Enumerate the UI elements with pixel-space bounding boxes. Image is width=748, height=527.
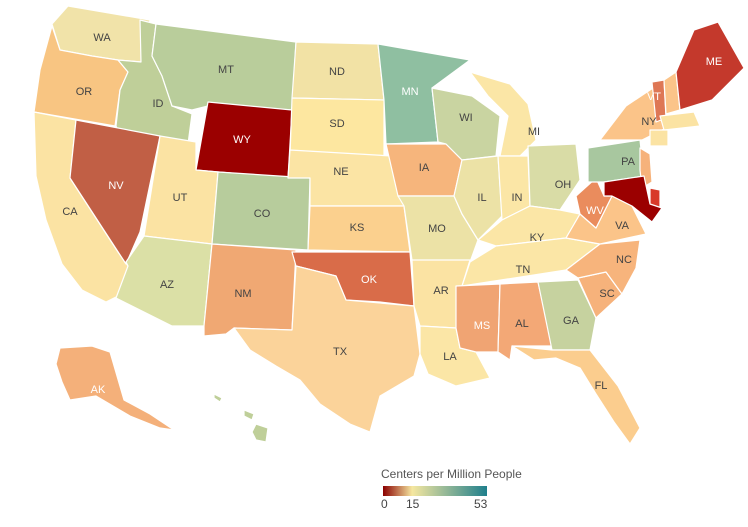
state-label-ks: KS bbox=[350, 222, 365, 234]
state-md bbox=[603, 175, 663, 223]
state-nc bbox=[565, 239, 641, 295]
state-label-id: ID bbox=[153, 98, 164, 110]
state-label-ne: NE bbox=[333, 166, 348, 178]
state-label-ar: AR bbox=[433, 285, 448, 297]
state-label-nd: ND bbox=[329, 66, 345, 78]
state-label-vt: VT bbox=[647, 91, 661, 103]
state-label-ut: UT bbox=[173, 192, 188, 204]
state-label-ok: OK bbox=[361, 274, 378, 286]
state-label-pa: PA bbox=[621, 156, 636, 168]
state-label-tx: TX bbox=[333, 346, 348, 358]
state-tx bbox=[233, 265, 421, 433]
state-label-me: ME bbox=[706, 56, 723, 68]
state-label-in: IN bbox=[512, 192, 523, 204]
state-ms bbox=[455, 283, 501, 353]
state-label-mi: MI bbox=[528, 126, 540, 138]
state-label-fl: FL bbox=[595, 380, 608, 392]
state-pa bbox=[587, 139, 645, 183]
state-hi bbox=[213, 393, 269, 443]
state-label-mn: MN bbox=[401, 86, 418, 98]
state-label-nv: NV bbox=[108, 180, 124, 192]
state-label-ca: CA bbox=[62, 206, 78, 218]
state-label-ak: AK bbox=[91, 384, 106, 396]
state-label-la: LA bbox=[443, 351, 457, 363]
state-label-ga: GA bbox=[563, 315, 580, 327]
state-label-ms: MS bbox=[474, 320, 491, 332]
state-oh bbox=[527, 143, 581, 211]
state-label-al: AL bbox=[515, 318, 528, 330]
legend-title: Centers per Million People bbox=[381, 467, 522, 481]
state-label-ny: NY bbox=[641, 116, 657, 128]
state-label-mo: MO bbox=[428, 223, 446, 235]
state-label-wi: WI bbox=[459, 112, 472, 124]
state-label-nm: NM bbox=[234, 288, 251, 300]
state-label-ia: IA bbox=[419, 162, 430, 174]
state-label-co: CO bbox=[254, 208, 271, 220]
state-nv bbox=[69, 119, 161, 265]
state-label-wv: WV bbox=[586, 205, 604, 217]
legend-mid-label: 15 bbox=[406, 497, 420, 511]
state-ga bbox=[537, 279, 597, 351]
state-label-az: AZ bbox=[160, 279, 174, 291]
state-label-sc: SC bbox=[599, 288, 614, 300]
state-label-nc: NC bbox=[616, 254, 632, 266]
state-ak bbox=[55, 345, 175, 431]
state-label-ky: KY bbox=[530, 232, 545, 244]
legend-color-bar bbox=[383, 486, 487, 496]
state-label-il: IL bbox=[477, 192, 486, 204]
state-label-wa: WA bbox=[93, 32, 111, 44]
legend-max-label: 53 bbox=[474, 497, 488, 511]
state-fl bbox=[511, 345, 641, 445]
state-label-or: OR bbox=[76, 86, 93, 98]
legend-min-label: 0 bbox=[381, 497, 388, 511]
state-me bbox=[675, 21, 745, 111]
state-label-va: VA bbox=[615, 220, 630, 232]
state-ma bbox=[659, 111, 701, 131]
state-label-wy: WY bbox=[233, 134, 251, 146]
state-ct bbox=[649, 129, 669, 147]
state-label-mt: MT bbox=[218, 64, 234, 76]
state-label-oh: OH bbox=[555, 179, 572, 191]
state-label-tn: TN bbox=[516, 264, 531, 276]
state-label-sd: SD bbox=[329, 118, 344, 130]
